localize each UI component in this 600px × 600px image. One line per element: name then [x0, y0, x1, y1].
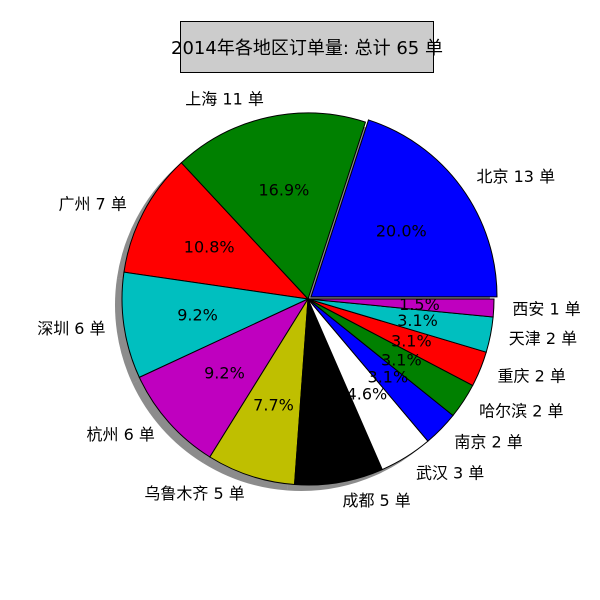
slice-label: 乌鲁木齐 5 单	[144, 484, 244, 503]
pie-slice	[180, 112, 367, 300]
slice-percent-label: 20.0%	[376, 222, 427, 241]
slice-label: 哈尔滨 2 单	[479, 402, 563, 421]
slice-percent-label: 1.5%	[399, 295, 440, 314]
pie-slice	[310, 119, 498, 298]
pie-slice	[121, 271, 310, 379]
slice-label: 南京 2 单	[454, 432, 522, 451]
slice-percent-label: 9.2%	[204, 364, 245, 383]
slice-percent-label: 3.1%	[391, 332, 432, 351]
slice-label: 北京 13 单	[477, 167, 556, 186]
slice-percent-label: 4.6%	[347, 384, 388, 403]
pie-slice	[138, 297, 310, 458]
slice-percent-label: 3.1%	[368, 367, 409, 386]
slice-label: 武汉 3 单	[416, 463, 484, 482]
slice-percent-label: 10.8%	[184, 238, 235, 257]
slice-percent-label: 7.7%	[306, 400, 347, 419]
percent-labels: 20.0%16.9%10.8%9.2%9.2%7.7% 7.7%4.6%3.1%3…	[177, 181, 440, 419]
slice-label: 成都 5 单	[342, 491, 410, 510]
slice-percent-label: 9.2%	[177, 306, 218, 325]
slice-percent-label: 3.1%	[381, 351, 422, 370]
slice-label: 天津 2 单	[509, 329, 577, 348]
slice-percent-label: 7.7%	[253, 396, 294, 415]
slice-label: 重庆 2 单	[497, 367, 565, 386]
slice-label: 杭州 6 单	[86, 425, 154, 444]
pie-slices	[121, 112, 498, 486]
pie-slice	[307, 298, 495, 318]
slice-label: 深圳 6 单	[37, 319, 105, 338]
slice-label: 西安 1 单	[512, 299, 580, 318]
slice-percent-label: 3.1%	[397, 311, 438, 330]
slice-label: 广州 7 单	[58, 194, 126, 213]
chart-title: 2014年各地区订单量: 总计 65 单	[171, 21, 443, 73]
pie-slice	[123, 162, 310, 300]
slice-label: 上海 11 单	[185, 90, 264, 109]
slice-percent-label: 16.9%	[259, 181, 310, 200]
